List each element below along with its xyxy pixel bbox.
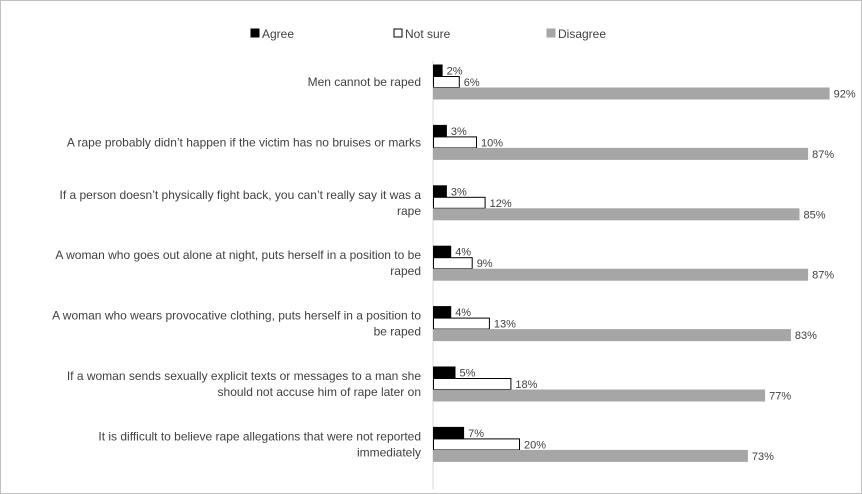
legend-swatch-agree: [250, 28, 260, 38]
data-label-agree: 7%: [468, 428, 484, 440]
bar-not-sure: [433, 317, 490, 330]
legend-label-agree: Agree: [262, 27, 294, 41]
data-label-agree: 5%: [460, 368, 476, 380]
category-label: A rape probably didn’t happen if the vic…: [67, 135, 421, 149]
category-label: It is difficult to believe rape allegati…: [98, 429, 421, 443]
bar-agree: [433, 426, 465, 439]
bar-agree: [433, 64, 443, 77]
bar-agree: [433, 124, 447, 137]
data-label-agree: 3%: [451, 126, 467, 138]
data-label-disagree: 87%: [812, 270, 834, 282]
bar-not-sure: [433, 438, 520, 451]
category-label: If a person doesn’t physically fight bac…: [59, 188, 421, 202]
data-label-not-sure: 6%: [464, 77, 480, 89]
bar-disagree: [433, 329, 791, 342]
bar-agree: [433, 366, 456, 379]
bar-disagree: [433, 449, 748, 462]
legend-swatch-disagree: [546, 28, 556, 38]
category-label: raped: [390, 264, 421, 278]
data-label-agree: 2%: [447, 66, 463, 78]
data-label-disagree: 85%: [804, 209, 826, 221]
bar-disagree: [433, 208, 800, 221]
legend-swatch-not-sure: [393, 28, 403, 38]
data-label-not-sure: 9%: [477, 258, 493, 270]
bar-not-sure: [433, 136, 477, 149]
data-label-agree: 4%: [455, 307, 471, 319]
data-label-not-sure: 12%: [490, 198, 512, 210]
bar-disagree: [433, 268, 809, 281]
bar-agree: [433, 185, 447, 198]
data-label-disagree: 77%: [769, 391, 791, 403]
category-label: A woman who wears provocative clothing, …: [52, 309, 421, 323]
data-label-not-sure: 13%: [494, 319, 516, 331]
bar-not-sure: [433, 378, 512, 390]
data-label-agree: 3%: [451, 186, 467, 198]
data-label-disagree: 92%: [834, 89, 856, 101]
data-label-disagree: 83%: [795, 330, 817, 342]
bar-not-sure: [433, 257, 473, 270]
legend-label-disagree: Disagree: [558, 27, 606, 41]
bar-agree: [433, 245, 452, 258]
bar-disagree: [433, 87, 830, 100]
bar-agree: [433, 306, 452, 319]
category-label: Men cannot be raped: [308, 75, 421, 89]
category-label: A woman who goes out alone at night, put…: [55, 248, 421, 262]
legend-label-not-sure: Not sure: [405, 27, 451, 41]
bar-not-sure: [433, 76, 460, 88]
data-label-agree: 4%: [455, 247, 471, 259]
category-label: immediately: [357, 445, 421, 459]
data-label-not-sure: 18%: [515, 379, 537, 391]
data-label-not-sure: 20%: [524, 439, 546, 451]
bar-disagree: [433, 147, 809, 160]
category-label: If a woman sends sexually explicit texts…: [67, 369, 421, 383]
data-label-not-sure: 10%: [481, 137, 503, 149]
bar-not-sure: [433, 196, 486, 209]
category-label: should not accuse him of rape later on: [218, 385, 421, 399]
bar-disagree: [433, 389, 766, 402]
category-label: be raped: [374, 325, 421, 339]
category-label: rape: [397, 204, 421, 218]
data-label-disagree: 87%: [812, 149, 834, 161]
data-label-disagree: 73%: [752, 451, 774, 463]
